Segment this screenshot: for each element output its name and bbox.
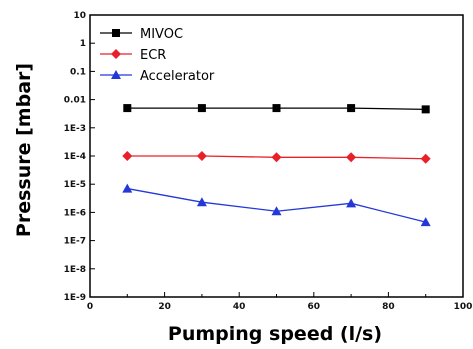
data-point-mivoc	[421, 105, 430, 114]
data-point-mivoc	[272, 104, 281, 113]
y-tick-label: 1E-5	[64, 180, 86, 190]
legend: MIVOC ECR Accelerator	[100, 27, 215, 84]
legend-label-ecr: ECR	[140, 48, 166, 63]
data-point-accelerator	[346, 198, 357, 208]
x-ticks: 0 20 40 60 80 100	[87, 292, 473, 312]
series-ecr	[122, 151, 431, 164]
series-accelerator	[122, 183, 431, 227]
y-tick-label: 1E-3	[64, 124, 86, 134]
data-point-ecr	[346, 152, 357, 163]
data-point-ecr	[196, 151, 207, 161]
y-tick-label: 1E-7	[64, 237, 86, 247]
data-point-accelerator	[196, 197, 207, 207]
legend-marker-accelerator	[111, 70, 121, 79]
series-mivoc	[123, 104, 430, 114]
series-group	[122, 104, 431, 227]
y-tick-label: 1E-8	[64, 265, 86, 275]
series-line-accelerator	[127, 187, 426, 223]
legend-label-accelerator: Accelerator	[140, 69, 215, 84]
y-tick-label: 0.1	[70, 67, 86, 77]
data-point-ecr	[122, 151, 133, 161]
legend-marker-mivoc	[112, 29, 120, 37]
y-tick-label: 1E-9	[64, 293, 86, 303]
data-point-ecr	[420, 153, 431, 164]
y-tick-label: 1E-4	[64, 152, 86, 162]
data-point-ecr	[271, 152, 282, 163]
y-ticks: 10 1 0.1 0.01 1E-3 1E-4 1E-5 1E-6 1E-7 1E-8 1E-9	[64, 11, 95, 303]
x-axis-title: Pumping speed (l/s)	[168, 323, 382, 345]
y-tick-label: 1E-6	[64, 208, 86, 218]
x-tick-label: 0	[87, 302, 93, 312]
data-point-accelerator	[122, 183, 133, 193]
data-point-mivoc	[123, 104, 132, 113]
data-point-mivoc	[197, 104, 206, 113]
x-tick-label: 80	[382, 302, 395, 312]
x-tick-label: 20	[158, 302, 171, 312]
data-point-accelerator	[271, 206, 282, 216]
y-axis-title: Pressure [mbar]	[13, 63, 35, 237]
data-point-accelerator	[420, 217, 431, 227]
y-tick-label: 0.01	[64, 96, 86, 106]
x-tick-label: 60	[308, 302, 321, 312]
legend-marker-ecr	[111, 49, 121, 59]
x-tick-label: 100	[454, 302, 473, 312]
x-tick-label: 40	[233, 302, 246, 312]
data-point-mivoc	[347, 104, 356, 113]
y-tick-label: 1	[80, 39, 86, 49]
y-tick-label: 10	[73, 11, 86, 21]
legend-label-mivoc: MIVOC	[140, 27, 183, 42]
